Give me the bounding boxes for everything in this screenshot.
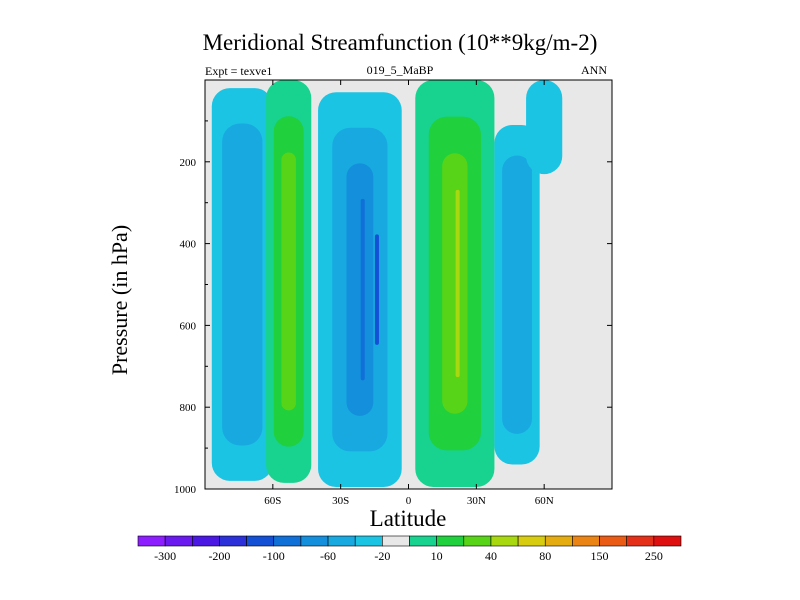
colorbar-swatch <box>599 535 627 547</box>
x-tick-label: 60N <box>535 495 554 507</box>
colorbar-label: 10 <box>431 549 443 563</box>
colorbar-swatch <box>219 535 247 547</box>
chart-title: Meridional Streamfunction (10**9kg/m-2) <box>202 30 598 55</box>
y-tick-label: 1000 <box>174 484 197 496</box>
axes: 60S 30S 0 30N 60N 200 400 600 800 1000 <box>174 79 613 507</box>
colorbar-swatch <box>137 535 166 547</box>
center-subtitle: 019_5_MaBP <box>366 63 434 77</box>
experiment-label: Expt = texve1 <box>205 64 273 78</box>
colorbar-label: 150 <box>591 549 609 563</box>
colorbar-label: -200 <box>208 549 230 563</box>
colorbar-swatch <box>436 535 465 547</box>
contour-field <box>211 80 563 487</box>
colorbar-label: -60 <box>320 549 336 563</box>
colorbar-swatch <box>653 535 682 547</box>
colorbar-swatch <box>327 535 356 547</box>
colorbar: -300 -200 -100 -60 -20 10 40 80 150 250 <box>137 535 682 563</box>
colorbar-swatch <box>463 535 492 547</box>
colorbar-label: 250 <box>645 549 663 563</box>
y-tick-label: 200 <box>180 157 197 169</box>
y-tick-label: 400 <box>180 239 197 251</box>
colorbar-swatch <box>164 535 193 547</box>
sh-ferrel-positive-cell-contour-level-3 <box>281 152 296 411</box>
colorbar-swatch <box>490 535 519 547</box>
sh-hadley-negative-cell-contour-level-4 <box>360 198 365 381</box>
x-tick-label: 30S <box>332 495 349 507</box>
nh-ferrel-negative-cell <box>494 124 540 465</box>
nh-hadley-positive-cell-contour-level-3 <box>442 153 468 414</box>
sh-ferrel-positive-cell <box>266 80 312 483</box>
colorbar-swatch <box>192 535 220 547</box>
colorbar-swatch <box>409 535 437 547</box>
colorbar-swatch <box>273 535 302 547</box>
y-tick-label: 600 <box>180 320 197 332</box>
season-label: ANN <box>581 63 607 77</box>
colorbar-label: 80 <box>539 549 551 563</box>
nh-hadley-positive-cell <box>415 80 495 487</box>
colorbar-swatch <box>626 535 655 547</box>
sh-hadley-negative-cell <box>318 92 402 487</box>
y-tick-label: 800 <box>180 402 197 414</box>
colorbar-label: -100 <box>263 549 285 563</box>
sh-polar-negative-cell-contour-level-2 <box>222 123 263 446</box>
sh-polar-negative-cell <box>211 88 273 481</box>
colorbar-swatch <box>300 535 329 547</box>
colorbar-swatch <box>246 535 275 547</box>
colorbar-label: -300 <box>154 549 176 563</box>
colorbar-swatch <box>572 535 600 547</box>
nh-polar-negative-cell-contour-level-1 <box>526 80 563 175</box>
x-tick-label: 0 <box>406 495 412 507</box>
colorbar-swatch <box>354 535 383 547</box>
sh-hadley-negative-cell-contour-level-3 <box>346 163 374 416</box>
colorbar-swatch <box>517 535 546 547</box>
colorbar-swatch <box>382 535 410 547</box>
sh-hadley-negative-cell-contour-level-5 <box>374 234 379 345</box>
nh-hadley-positive-cell-contour-level-4 <box>455 189 460 378</box>
colorbar-label: -20 <box>374 549 390 563</box>
colorbar-label: 40 <box>485 549 497 563</box>
nh-ferrel-negative-cell-contour-level-2 <box>502 155 532 434</box>
x-axis-title: Latitude <box>369 506 447 531</box>
x-tick-label: 60S <box>264 495 281 507</box>
nh-polar-negative-cell <box>526 80 563 175</box>
colorbar-swatch <box>544 535 573 547</box>
x-tick-label: 30N <box>467 495 486 507</box>
